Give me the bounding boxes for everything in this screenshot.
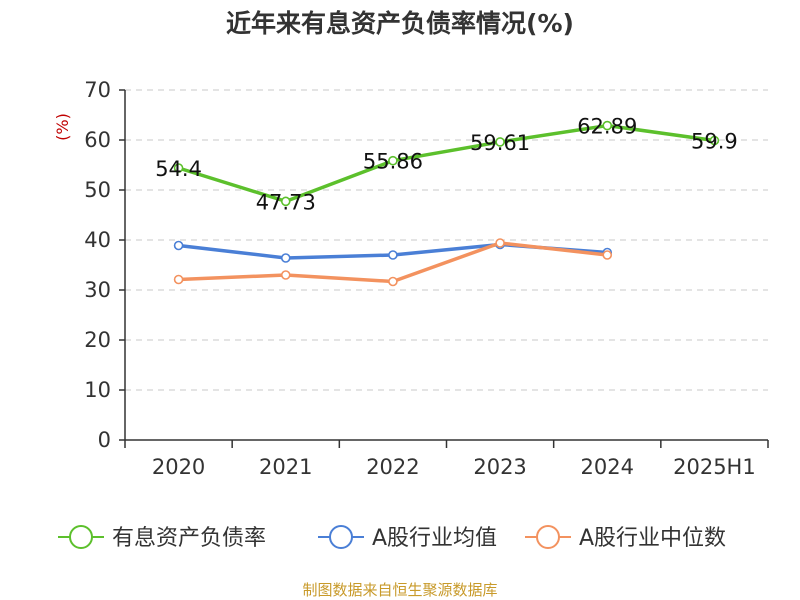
data-point <box>280 196 291 207</box>
data-label: 54.4 <box>155 157 202 181</box>
data-point <box>388 276 398 287</box>
data-point <box>602 120 613 131</box>
x-tick-label-2025H1: 2025H1 <box>673 455 756 479</box>
legend-item-2: A股行业中位数 <box>525 525 726 551</box>
x-tick-label-2022: 2022 <box>366 455 419 479</box>
legend-marker <box>329 525 353 549</box>
x-tick-label-2020: 2020 <box>152 455 205 479</box>
data-point <box>280 270 291 280</box>
data-point <box>173 240 184 251</box>
data-point <box>173 274 184 285</box>
grid-layer <box>125 89 768 391</box>
y-tick-label: 0 <box>98 428 111 452</box>
data-label: 47.73 <box>256 190 316 214</box>
series-0 <box>173 120 720 207</box>
data-label: 59.9 <box>691 130 738 154</box>
y-tick-label: 50 <box>84 178 111 202</box>
legend: 有息资产负债率 A股行业均值 A股行业中位数 <box>58 525 726 551</box>
legend-item-0: 有息资产负债率 <box>58 525 266 551</box>
x-tick-label-2023: 2023 <box>473 455 526 479</box>
legend-label: A股行业均值 <box>372 526 497 551</box>
series-line-0 <box>176 123 717 204</box>
data-point <box>602 250 613 260</box>
data-label-layer: 54.4 47.73 55.86 59.61 62.89 59.9 <box>155 115 738 215</box>
y-tick-label: 40 <box>84 228 111 252</box>
data-point <box>495 238 505 248</box>
series-1 <box>173 239 613 263</box>
legend-item-1: A股行业均值 <box>318 525 497 551</box>
legend-label: A股行业中位数 <box>579 526 726 551</box>
y-tick-label: 20 <box>84 328 111 352</box>
data-point <box>495 137 505 147</box>
data-point <box>709 135 720 146</box>
data-label: 62.89 <box>577 115 637 139</box>
series-2 <box>173 238 613 287</box>
series-layer <box>173 120 720 287</box>
source-note: 制图数据来自恒生聚源数据库 <box>302 581 497 599</box>
series-line-2 <box>176 241 609 284</box>
data-point <box>280 253 291 263</box>
y-tick-label: 30 <box>84 278 111 302</box>
x-tick-label-2021: 2021 <box>259 455 312 479</box>
legend-label: 有息资产负债率 <box>112 526 266 551</box>
axis-layer: 0 10 20 30 40 50 60 70 2020 2021 2022 2023 2024 2025H… <box>84 78 769 479</box>
x-tick-label-2024: 2024 <box>581 455 634 479</box>
data-label: 59.61 <box>470 131 530 155</box>
y-axis-unit: (%) <box>53 113 72 141</box>
data-point <box>388 250 398 260</box>
y-tick-label: 10 <box>84 378 111 402</box>
legend-marker <box>536 525 560 549</box>
y-tick-label: 70 <box>84 78 111 102</box>
chart-title: 近年来有息资产负债率情况(%) <box>226 9 574 38</box>
y-tick-label: 60 <box>84 128 111 152</box>
data-point <box>388 155 398 166</box>
data-point <box>173 163 184 173</box>
data-label: 55.86 <box>363 150 423 174</box>
legend-marker <box>69 525 93 549</box>
